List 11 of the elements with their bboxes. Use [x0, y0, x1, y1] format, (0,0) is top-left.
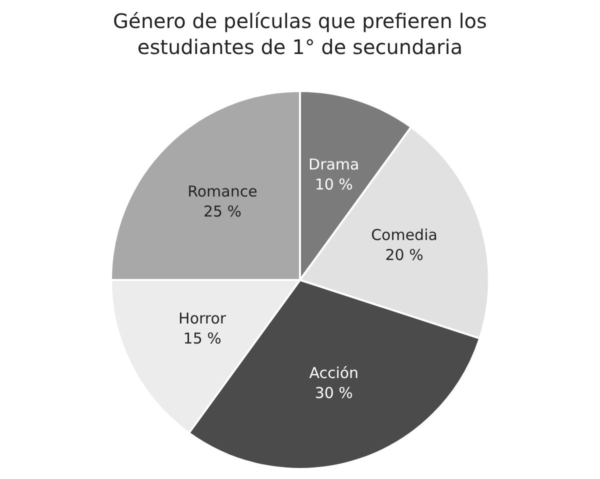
slice-label: Horror: [178, 310, 227, 328]
data-label: 20 %: [385, 246, 424, 264]
slice-label: Comedia: [371, 226, 438, 244]
chart-title: Género de películas que prefieren los estudiantes de 1° de secundaria: [112, 8, 488, 61]
data-label: 10 %: [314, 176, 353, 194]
data-label: 15 %: [183, 330, 222, 348]
slice-label: Drama: [308, 156, 360, 174]
data-label: 25 %: [203, 202, 242, 220]
data-label: 30 %: [314, 384, 353, 402]
slice-label: Romance: [188, 182, 258, 200]
slice-label: Acción: [309, 364, 359, 382]
